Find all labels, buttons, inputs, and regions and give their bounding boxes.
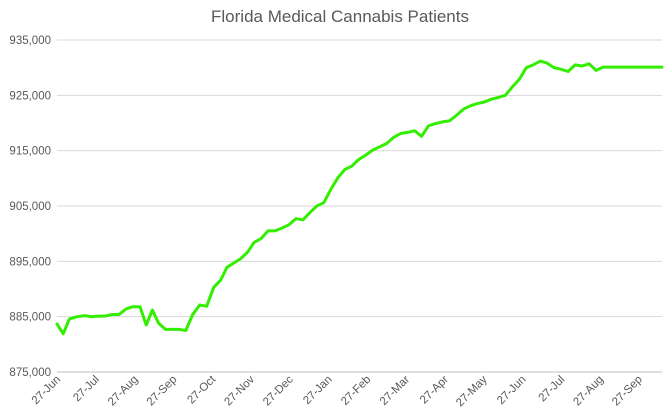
x-tick-label: 27-Apr xyxy=(418,374,451,407)
y-tick-label: 905,000 xyxy=(9,201,51,213)
x-tick-label: 27-Feb xyxy=(339,374,373,408)
x-tick-label: 27-Sep xyxy=(610,374,645,409)
x-tick-label: 27-Jul xyxy=(537,374,568,405)
x-tick-label: 27-Aug xyxy=(571,374,606,409)
x-tick-label: 27-Oct xyxy=(185,373,218,406)
x-tick-label: 27-Dec xyxy=(261,373,296,408)
y-tick-label: 875,000 xyxy=(9,367,51,379)
y-tick-label: 915,000 xyxy=(9,146,51,158)
x-axis: 27-Jun 27-Jul 27-Aug 27-Sep 27-Oct 27-Nov 27-D… xyxy=(30,373,645,409)
series-layer xyxy=(55,59,664,336)
y-tick-label: 925,000 xyxy=(9,90,51,102)
x-tick-label: 27-Aug xyxy=(106,374,141,409)
y-tick-label: 895,000 xyxy=(9,256,51,268)
x-tick-label: 27-Sep xyxy=(145,374,180,409)
series-line xyxy=(55,59,664,336)
x-tick-label: 27-Jan xyxy=(301,374,334,407)
gridlines xyxy=(57,39,662,373)
x-tick-label: 27-May xyxy=(454,373,490,409)
x-tick-label: 27-Jul xyxy=(71,374,102,405)
x-tick-label: 27-Jun xyxy=(495,374,528,407)
x-tick-label: 27-Nov xyxy=(222,373,257,408)
y-tick-label: 885,000 xyxy=(9,312,51,324)
chart-title: Florida Medical Cannabis Patients xyxy=(211,7,469,26)
y-tick-label: 935,000 xyxy=(9,35,51,47)
y-axis: 875,000 885,000 895,000 905,000 915,000 925,0… xyxy=(9,35,51,379)
x-tick-label: 27-Mar xyxy=(378,374,412,408)
